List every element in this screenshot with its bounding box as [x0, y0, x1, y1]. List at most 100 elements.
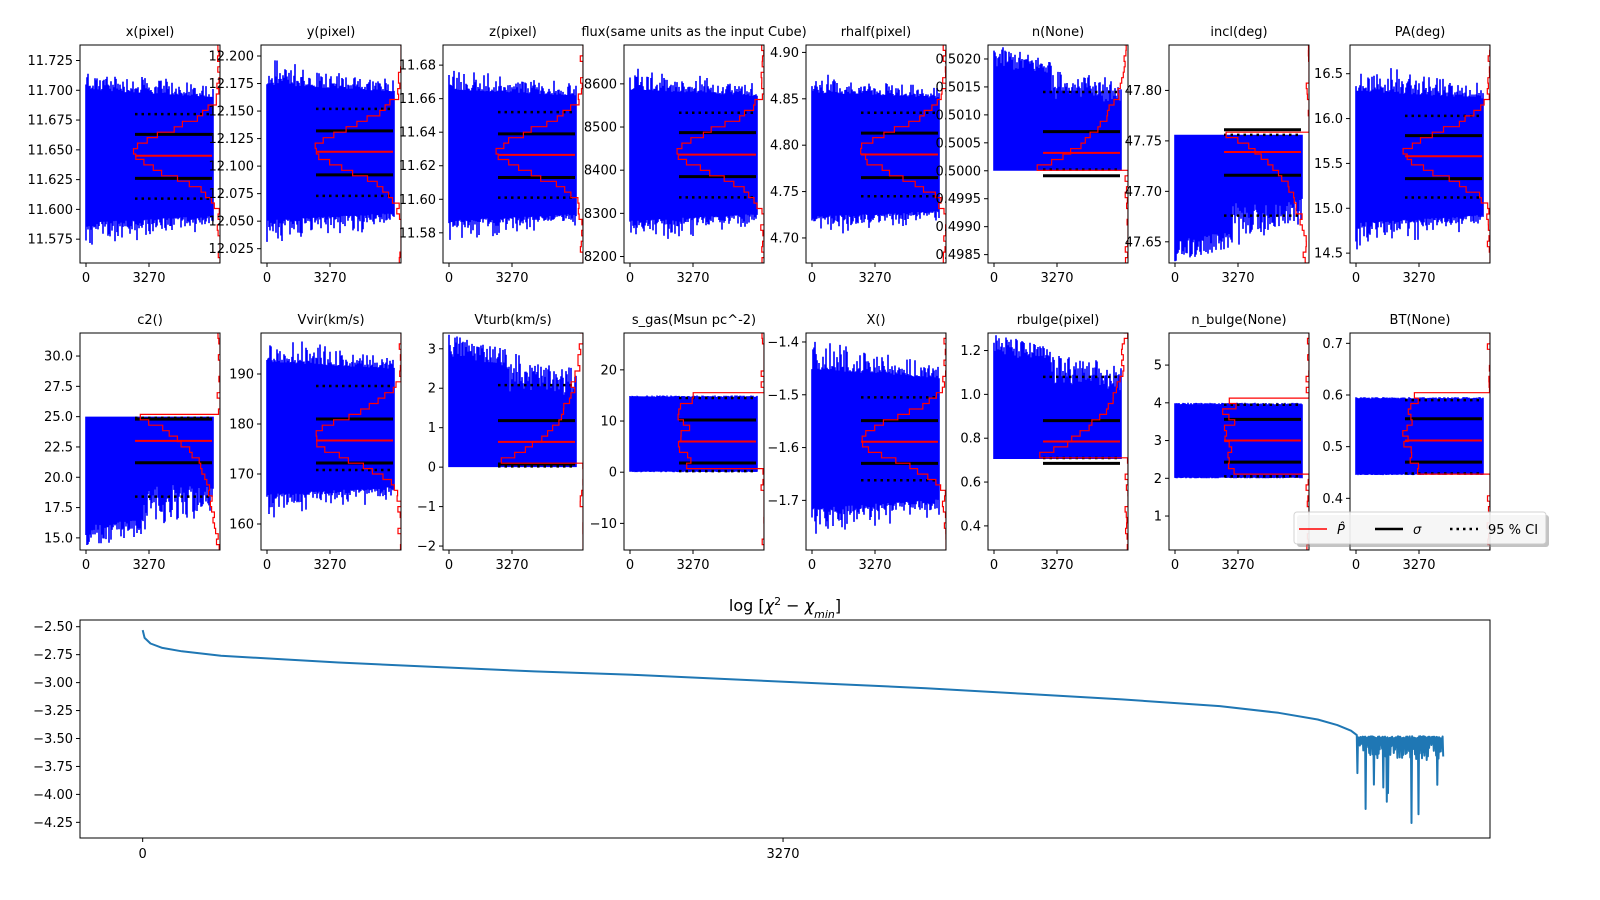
plot-area — [448, 333, 583, 550]
x-tick-label: 0 — [990, 271, 998, 286]
trace-line — [1355, 397, 1484, 476]
y-tick-label: 1.0 — [960, 388, 981, 403]
trace-line — [85, 416, 214, 545]
y-tick-label: 8300 — [584, 207, 617, 222]
title-part-sup: 2 — [774, 595, 781, 608]
axes-frame — [1349, 332, 1491, 551]
y-tick-label: 0.4995 — [936, 192, 982, 207]
legend-sigma-label: σ — [1413, 523, 1422, 538]
y-tick-label: 0.7 — [1322, 337, 1343, 352]
y-tick-label: −1.6 — [767, 441, 799, 456]
panel-title: n(None) — [1032, 25, 1084, 40]
plot-area — [266, 45, 401, 263]
histogram — [132, 45, 220, 263]
histogram — [139, 333, 220, 550]
y-tick-label: 11.66 — [399, 92, 436, 107]
y-tick-label: 25.0 — [44, 410, 73, 425]
y-tick-label: 11.650 — [28, 143, 74, 158]
y-tick-label: −1 — [417, 500, 436, 515]
y-tick-label: 11.625 — [28, 173, 74, 188]
plot-area — [1355, 45, 1490, 263]
trace-line — [993, 47, 1122, 171]
panel-title: Vturb(km/s) — [474, 313, 551, 328]
legend-ci-label: 95 % CI — [1488, 523, 1538, 538]
x-tick-label: 3270 — [676, 271, 709, 286]
panel-title: x(pixel) — [126, 25, 175, 40]
x-tick-label: 0 — [82, 271, 90, 286]
y-tick-label: 4.70 — [770, 231, 799, 246]
y-tick-label: 11.700 — [28, 84, 74, 99]
y-tick-label: 22.5 — [44, 440, 73, 455]
histogram — [1225, 45, 1309, 263]
trace-line — [266, 60, 395, 242]
panel-bt-none-: 0 3270 0.4 0.5 0.6 0.7 BT(None) — [1322, 313, 1491, 573]
y-tick-label: 0.5010 — [936, 108, 982, 123]
axes-frame — [987, 332, 1129, 551]
title-part-chi: χ — [804, 596, 815, 615]
plot-area — [85, 333, 220, 550]
panel-title: rhalf(pixel) — [841, 25, 911, 40]
y-tick-label: 11.64 — [399, 126, 436, 141]
title-part-prefix: log [ — [729, 596, 765, 615]
x-tick-label: 0 — [82, 558, 90, 573]
y-tick-label: 0.4985 — [936, 248, 982, 263]
x-tick-label: 3270 — [858, 271, 891, 286]
axes-frame — [805, 332, 947, 551]
y-tick-label: 12.175 — [209, 77, 255, 92]
trace-line — [266, 341, 395, 518]
y-tick-label: 0.4990 — [936, 220, 982, 235]
trace-line — [811, 341, 940, 534]
axes-frame — [79, 619, 1491, 839]
axes-frame — [805, 44, 947, 264]
y-tick-label: 11.725 — [28, 54, 74, 69]
histogram — [495, 45, 583, 263]
y-tick-label: 0.4 — [1322, 492, 1343, 507]
y-tick-label: 17.5 — [44, 501, 73, 516]
trace-line — [85, 73, 214, 245]
panel-y-pixel-: 0 3270 12.025 12.050 12.075 12.100 12.125 12.15… — [209, 25, 402, 286]
plot-area — [85, 45, 220, 263]
histogram — [1402, 45, 1490, 263]
y-tick-label: 15.5 — [1314, 157, 1343, 172]
panel-title: PA(deg) — [1395, 25, 1446, 40]
y-tick-label: 12.075 — [209, 187, 255, 202]
y-tick-label: 3 — [1154, 434, 1162, 449]
x-tick-label: 3270 — [1221, 558, 1254, 573]
y-tick-label: 190 — [229, 368, 254, 383]
y-tick-label: 20 — [600, 363, 617, 378]
plot-area — [1174, 333, 1309, 550]
trace-line — [629, 395, 758, 473]
y-tick-label: −1.5 — [767, 388, 799, 403]
y-tick-label: 30.0 — [44, 350, 73, 365]
x-tick-label: 3270 — [1402, 558, 1435, 573]
y-tick-label: 8200 — [584, 250, 617, 265]
x-tick-label: 3270 — [1221, 271, 1254, 286]
y-tick-label: −3.75 — [33, 760, 73, 775]
y-tick-label: −3.50 — [33, 732, 73, 747]
y-tick-label: −2 — [417, 540, 436, 555]
axes-frame — [623, 44, 765, 264]
x-tick-label: 3270 — [1040, 558, 1073, 573]
y-tick-label: 0.6 — [1322, 389, 1343, 404]
y-tick-label: 8400 — [584, 164, 617, 179]
y-tick-label: −2.75 — [33, 648, 73, 663]
panel-title: rbulge(pixel) — [1017, 313, 1100, 328]
y-tick-label: 180 — [229, 418, 254, 433]
y-tick-label: 0.8 — [960, 432, 981, 447]
panel-title: flux(same units as the input Cube) — [581, 25, 806, 40]
y-tick-label: 15.0 — [1314, 202, 1343, 217]
y-tick-label: 20.0 — [44, 471, 73, 486]
x-tick-label: 0 — [626, 558, 634, 573]
y-tick-label: 11.675 — [28, 114, 74, 129]
x-tick-label: 3270 — [1402, 271, 1435, 286]
trace-line — [1355, 68, 1484, 250]
axes-frame — [260, 44, 402, 264]
y-tick-label: −1.4 — [767, 335, 799, 350]
trace-line — [448, 334, 577, 468]
legend-box — [1293, 511, 1547, 545]
panel-title: n_bulge(None) — [1191, 313, 1286, 328]
x-tick-label: 0 — [263, 271, 271, 286]
histogram — [676, 45, 764, 263]
y-tick-label: 11.68 — [399, 59, 436, 74]
x-tick-label: 0 — [626, 271, 634, 286]
